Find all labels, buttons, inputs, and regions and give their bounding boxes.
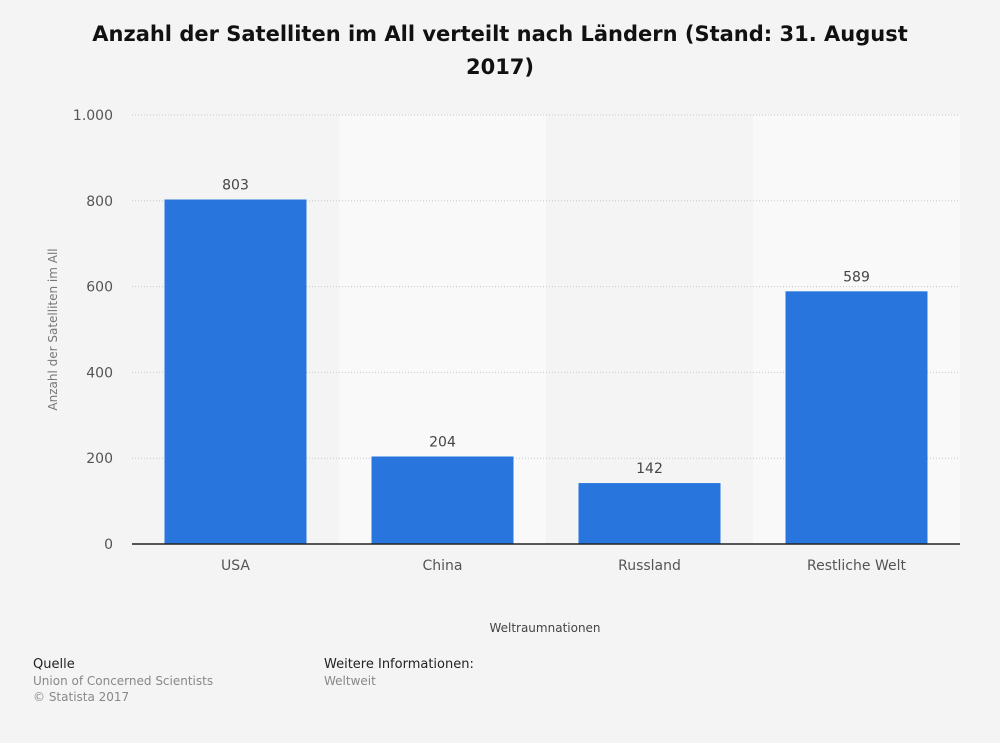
x-tick-label: Restliche Welt: [807, 558, 906, 574]
info-text: Weltweit: [324, 674, 376, 688]
x-tick-label: Russland: [618, 558, 681, 574]
source-block: Quelle Union of Concerned Scientists © S…: [33, 657, 213, 705]
info-heading: Weitere Informationen:: [324, 657, 474, 672]
y-tick-label: 800: [86, 194, 113, 210]
y-tick-label: 200: [86, 451, 113, 467]
chart-title: Anzahl der Satelliten im All verteilt na…: [92, 22, 908, 79]
value-label: 204: [429, 434, 456, 450]
y-tick-label: 0: [104, 537, 113, 553]
value-label: 142: [636, 461, 663, 477]
info-block: Weitere Informationen: Weltweit: [324, 657, 474, 689]
bar: [164, 199, 307, 544]
y-tick-label: 400: [86, 365, 113, 381]
bar: [578, 483, 721, 544]
source-name: Union of Concerned Scientists: [33, 674, 214, 688]
source-heading: Quelle: [33, 657, 75, 672]
value-label: 803: [222, 178, 249, 194]
x-tick-label: China: [423, 558, 463, 574]
y-axis-title: Anzahl der Satelliten im All: [46, 248, 60, 410]
bar: [371, 456, 514, 544]
y-tick-label: 1.000: [73, 108, 113, 124]
y-tick-label: 600: [86, 280, 113, 296]
copyright-text: © Statista 2017: [33, 690, 130, 704]
x-tick-label: USA: [221, 558, 250, 574]
bar: [785, 291, 928, 544]
x-axis-title: Weltraumnationen: [489, 621, 600, 635]
value-label: 589: [843, 269, 870, 285]
